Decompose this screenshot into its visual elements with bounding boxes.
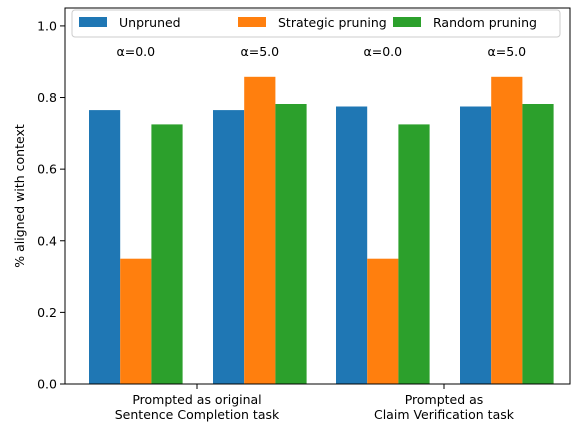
- y-tick-label: 0.8: [37, 90, 57, 105]
- legend: Unpruned Strategic pruning Random pruning: [71, 9, 561, 38]
- y-axis-label: % aligned with context: [12, 124, 27, 268]
- subgroup-label: α=5.0: [488, 44, 527, 59]
- bar-strategic-pruning-0: [120, 258, 152, 384]
- bar-random-pruning-3: [522, 104, 554, 384]
- x-tick-label: Sentence Completion task: [115, 407, 280, 422]
- bar-unpruned-2: [336, 106, 368, 384]
- legend-entry: Strategic pruning: [278, 15, 387, 30]
- bar-strategic-pruning-3: [491, 76, 523, 385]
- legend-entry: Random pruning: [433, 15, 537, 30]
- plot-frame: [64, 7, 571, 385]
- y-tick-label: 0.4: [37, 233, 57, 248]
- x-tick-label: Claim Verification task: [374, 407, 515, 422]
- bar-strategic-pruning-1: [244, 76, 276, 385]
- x-tick-label: Prompted as original: [132, 392, 261, 407]
- axes-layer: 0.0 0.2 0.4 0.6 0.8 1.0 % aligned with context…: [12, 7, 571, 422]
- legend-swatch: [238, 17, 266, 27]
- y-tick-label: 0.0: [37, 377, 57, 392]
- bar-strategic-pruning-2: [367, 258, 399, 384]
- subgroup-label: α=0.0: [364, 44, 403, 59]
- bar-unpruned-0: [89, 110, 121, 384]
- bar-unpruned-3: [460, 106, 492, 384]
- y-tick-label: 0.6: [37, 162, 57, 177]
- bar-random-pruning-2: [398, 124, 430, 385]
- bars-layer: [89, 76, 554, 385]
- subgroup-label: α=0.0: [117, 44, 156, 59]
- alpha-labels-layer: α=0.0 α=5.0 α=0.0 α=5.0: [117, 44, 527, 59]
- legend-swatch: [393, 17, 421, 27]
- y-tick-label: 1.0: [37, 18, 57, 33]
- legend-swatch: [79, 17, 107, 27]
- y-tick-label: 0.2: [37, 305, 57, 320]
- x-tick-label: Prompted as: [405, 392, 484, 407]
- bar-random-pruning-1: [275, 104, 307, 384]
- subgroup-label: α=5.0: [241, 44, 280, 59]
- legend-entry: Unpruned: [119, 15, 181, 30]
- legend-box: [71, 9, 561, 38]
- bar-unpruned-1: [213, 110, 245, 384]
- bar-random-pruning-0: [151, 124, 183, 385]
